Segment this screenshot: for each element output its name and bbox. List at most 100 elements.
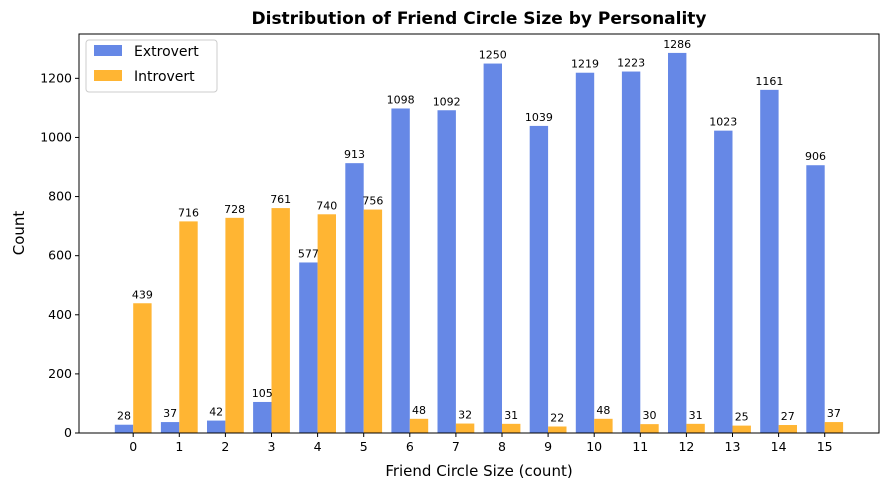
x-tick-label: 15 (817, 439, 833, 454)
bar-extrovert-13 (714, 130, 733, 433)
data-label-extrovert-6: 1098 (387, 93, 415, 106)
x-tick-label: 6 (406, 439, 414, 454)
data-label-extrovert-5: 913 (344, 148, 365, 161)
bar-extrovert-6 (391, 108, 410, 433)
bar-extrovert-8 (483, 63, 502, 434)
data-label-extrovert-2: 42 (209, 406, 223, 419)
x-axis-ticks: 0 1 2 3 4 5 6 7 8 9 10 11 12 13 14 15 (129, 433, 833, 454)
data-label-introvert-15: 37 (827, 407, 841, 420)
data-label-extrovert-1: 37 (163, 407, 177, 420)
bar-introvert-8 (502, 423, 521, 433)
bar-introvert-9 (548, 426, 567, 433)
x-tick-label: 10 (586, 439, 602, 454)
data-label-extrovert-15: 906 (805, 150, 826, 163)
x-tick-label: 12 (678, 439, 694, 454)
data-labels-layer: 28 37 42 105 577 913 1098 1092 1250 1039 1219 1223 1… (117, 38, 841, 425)
y-tick-label: 1000 (40, 129, 72, 144)
bar-introvert-15 (824, 422, 844, 433)
y-axis-ticks: 0 200 400 600 800 1000 1200 (40, 70, 79, 440)
bar-extrovert-12 (668, 52, 687, 433)
data-label-introvert-2: 728 (224, 203, 245, 216)
data-label-extrovert-14: 1161 (755, 75, 783, 88)
bar-introvert-13 (732, 425, 751, 433)
x-tick-label: 13 (725, 439, 741, 454)
x-tick-label: 9 (544, 439, 552, 454)
x-tick-label: 1 (175, 439, 183, 454)
bar-extrovert-0 (114, 424, 134, 433)
data-label-extrovert-8: 1250 (479, 49, 507, 62)
bar-extrovert-5 (345, 163, 364, 433)
bar-introvert-12 (686, 423, 705, 433)
bar-extrovert-7 (437, 110, 456, 434)
data-label-introvert-11: 30 (643, 409, 657, 422)
legend-label-introvert: Introvert (134, 69, 195, 85)
x-tick-label: 4 (314, 439, 322, 454)
x-tick-label: 14 (771, 439, 787, 454)
bar-introvert-14 (778, 425, 797, 433)
bar-extrovert-14 (760, 89, 779, 434)
y-tick-label: 600 (48, 248, 72, 263)
bar-extrovert-1 (160, 422, 180, 433)
x-tick-label: 2 (221, 439, 229, 454)
data-label-introvert-12: 31 (689, 409, 703, 422)
x-tick-label: 5 (360, 439, 368, 454)
y-tick-label: 1200 (40, 70, 72, 85)
bar-introvert-3 (271, 208, 290, 433)
y-axis-label: Count (10, 211, 28, 256)
data-label-introvert-4: 740 (316, 199, 337, 212)
x-tick-label: 11 (632, 439, 648, 454)
data-label-extrovert-10: 1219 (571, 58, 599, 71)
data-label-extrovert-13: 1023 (709, 116, 737, 129)
data-label-extrovert-11: 1223 (617, 57, 645, 70)
x-tick-label: 7 (452, 439, 460, 454)
bar-extrovert-11 (621, 71, 641, 433)
x-tick-label: 8 (498, 439, 506, 454)
data-label-introvert-0: 439 (132, 288, 153, 301)
data-label-extrovert-0: 28 (117, 410, 131, 423)
data-label-extrovert-7: 1092 (433, 95, 461, 108)
data-label-introvert-3: 761 (270, 193, 291, 206)
data-label-extrovert-4: 577 (298, 247, 319, 260)
bar-introvert-5 (363, 209, 383, 433)
data-label-extrovert-12: 1286 (663, 38, 691, 51)
plot-frame (78, 33, 880, 434)
data-label-introvert-7: 32 (458, 409, 472, 422)
data-label-introvert-13: 25 (735, 411, 749, 424)
data-label-introvert-5: 756 (362, 195, 383, 208)
legend-swatch-introvert (94, 70, 122, 81)
bar-introvert-6 (409, 418, 429, 433)
bar-introvert-4 (317, 214, 336, 433)
x-tick-label: 0 (129, 439, 137, 454)
data-label-introvert-6: 48 (412, 404, 426, 417)
bar-introvert-7 (455, 423, 475, 433)
bar-extrovert-3 (253, 401, 272, 433)
data-label-introvert-1: 716 (178, 206, 199, 219)
legend: Extrovert Introvert (85, 39, 218, 93)
bar-extrovert-2 (207, 420, 226, 433)
y-tick-label: 0 (64, 425, 72, 440)
data-label-extrovert-9: 1039 (525, 111, 553, 124)
bar-introvert-0 (133, 303, 152, 433)
bar-introvert-10 (594, 418, 613, 433)
data-label-introvert-8: 31 (504, 409, 518, 422)
data-label-introvert-14: 27 (781, 410, 795, 423)
bar-extrovert-9 (529, 125, 549, 433)
legend-swatch-extrovert (94, 45, 122, 56)
x-tick-label: 3 (268, 439, 276, 454)
legend-label-extrovert: Extrovert (134, 44, 199, 60)
x-axis-label: Friend Circle Size (count) (385, 462, 572, 480)
chart-title: Distribution of Friend Circle Size by Pe… (252, 9, 707, 29)
bar-introvert-1 (179, 221, 198, 433)
bar-introvert-11 (640, 424, 659, 433)
bars-layer (114, 52, 844, 434)
data-label-introvert-9: 22 (550, 411, 564, 424)
bar-extrovert-10 (575, 72, 595, 434)
bar-extrovert-4 (299, 262, 318, 433)
data-label-introvert-10: 48 (596, 404, 610, 417)
bar-extrovert-15 (806, 165, 825, 433)
data-label-extrovert-3: 105 (252, 387, 273, 400)
y-tick-label: 400 (48, 307, 72, 322)
bar-introvert-2 (225, 217, 244, 433)
y-tick-label: 800 (48, 189, 72, 204)
